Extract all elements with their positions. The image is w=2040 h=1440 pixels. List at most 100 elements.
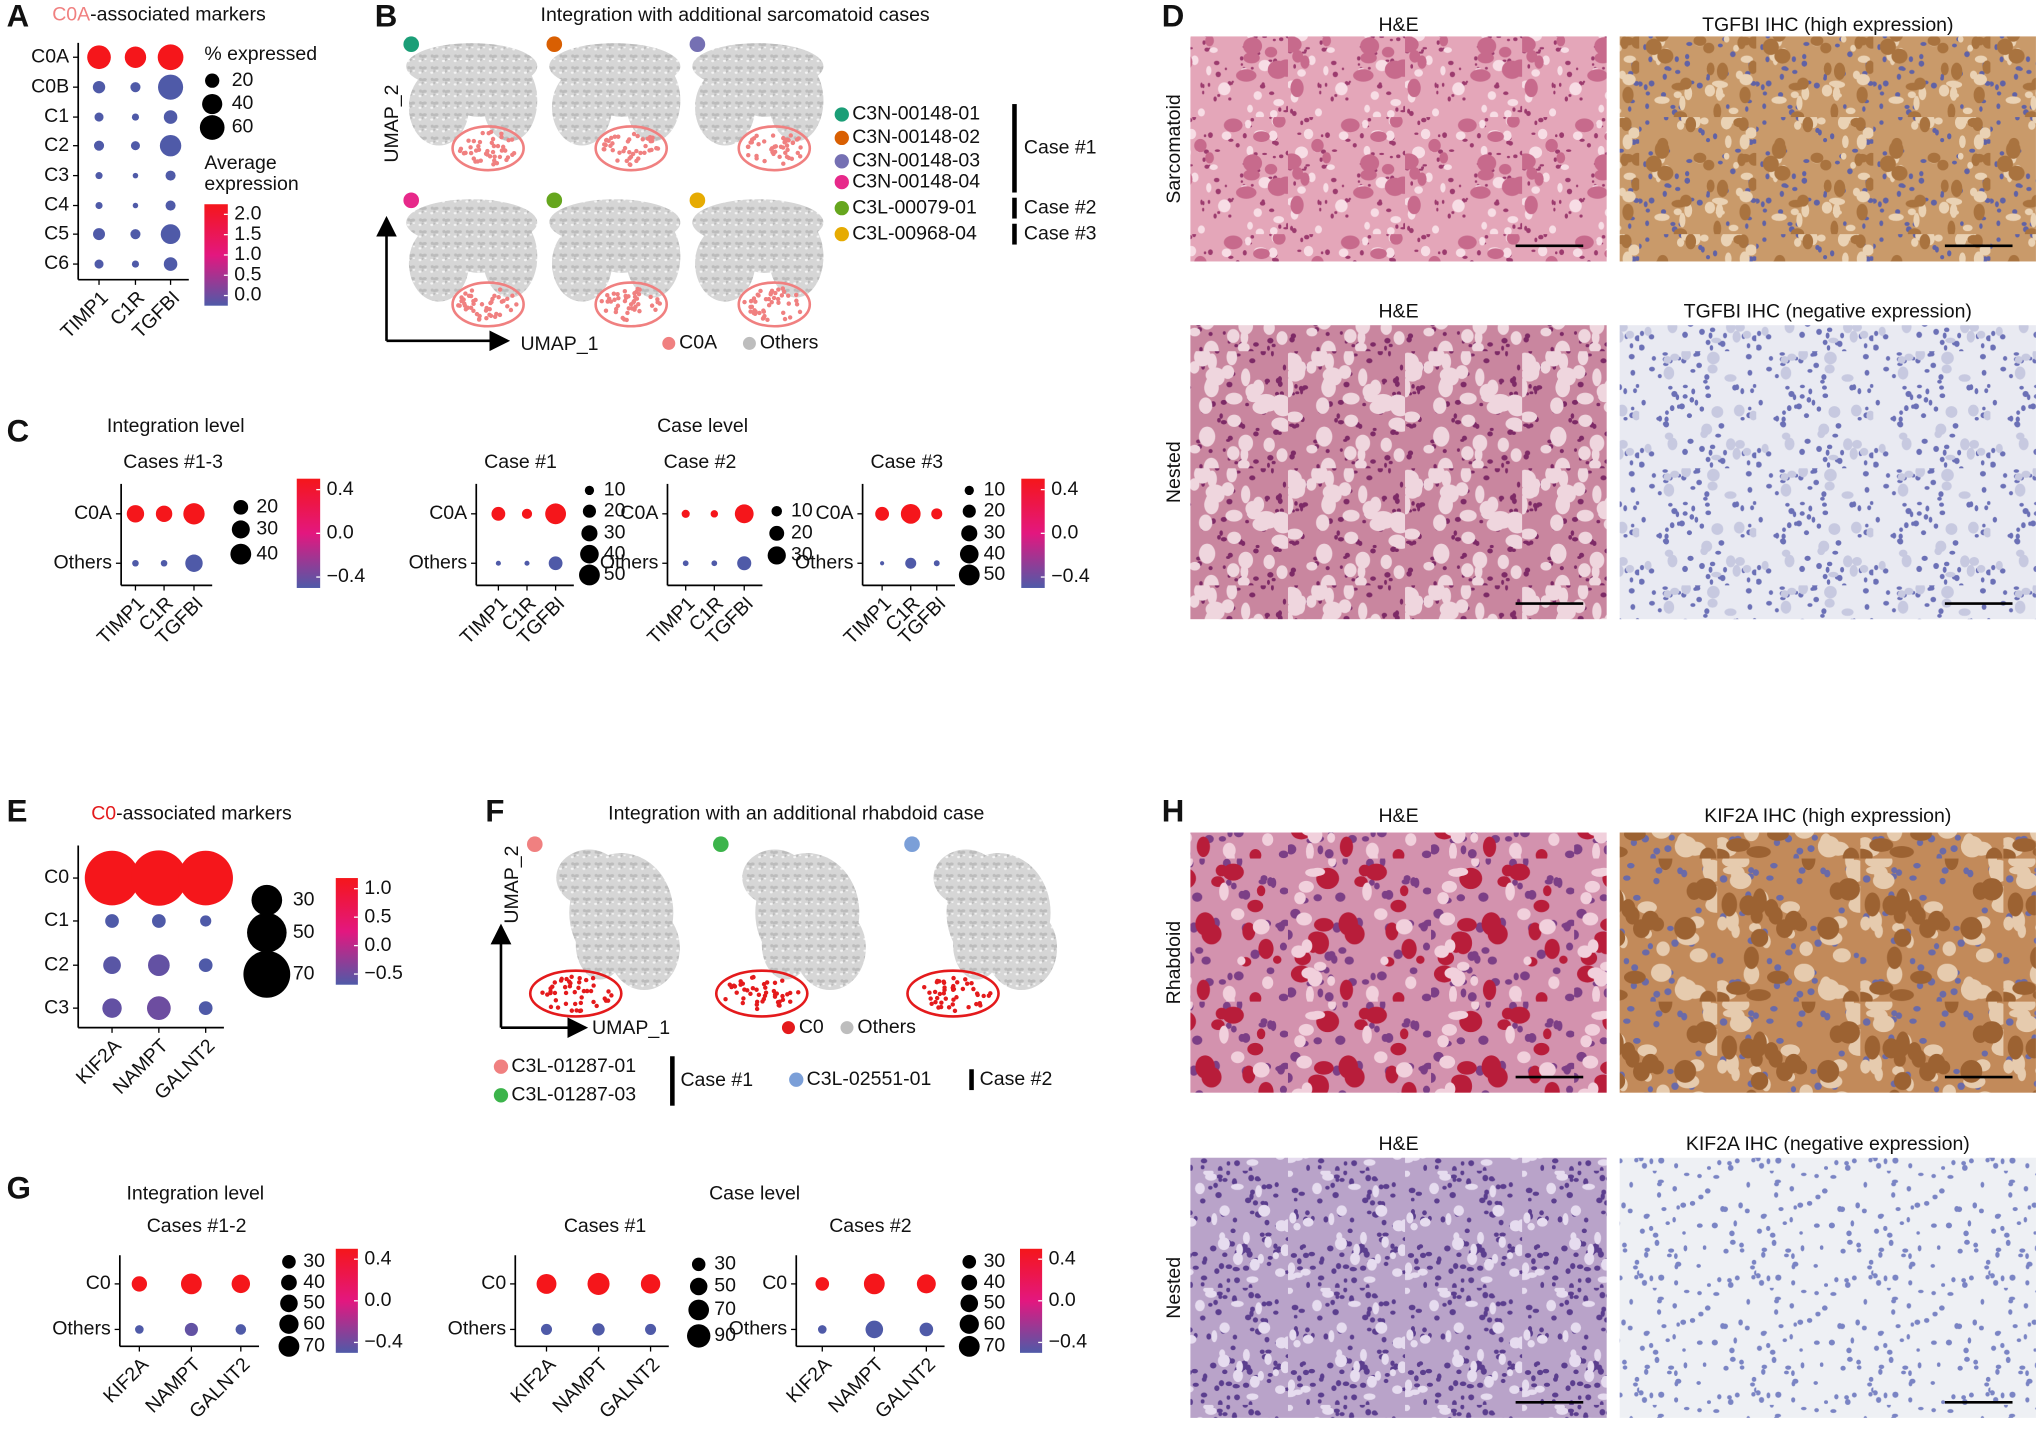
sample-marker bbox=[689, 192, 706, 209]
size-legend-label: 20 bbox=[984, 499, 1006, 521]
umap-highlight-cell bbox=[754, 156, 759, 161]
umap-highlight-cell bbox=[643, 143, 648, 149]
umap-highlight-cell bbox=[981, 993, 986, 999]
color-legend-label: −0.4 bbox=[1051, 565, 1090, 587]
legend-dot bbox=[834, 200, 849, 216]
dot bbox=[734, 504, 754, 524]
plot-title: Case #2 bbox=[664, 451, 737, 473]
dot bbox=[681, 509, 690, 518]
dot bbox=[163, 257, 178, 271]
umap-cells bbox=[625, 59, 681, 142]
size-legend-label: 60 bbox=[984, 1312, 1006, 1334]
umap-highlight-cell bbox=[950, 985, 955, 991]
umap-highlight-cell bbox=[761, 308, 766, 313]
umap-highlight-cell bbox=[490, 149, 496, 155]
umap-highlight-cell bbox=[636, 291, 642, 297]
dot bbox=[200, 915, 212, 927]
size-legend-dot bbox=[581, 525, 598, 542]
size-legend-label: 50 bbox=[604, 563, 626, 585]
umap-highlight-cell bbox=[622, 317, 627, 322]
size-legend-label: 30 bbox=[293, 888, 315, 910]
umap-highlight-cell bbox=[756, 142, 761, 147]
sample-marker bbox=[904, 836, 920, 853]
micrograph bbox=[1190, 36, 1607, 262]
size-legend-label: 50 bbox=[984, 563, 1006, 585]
umap-highlight-cell bbox=[489, 140, 495, 146]
umap-highlight-cell bbox=[631, 298, 637, 304]
dot bbox=[640, 1274, 661, 1294]
umap-highlight-cell bbox=[786, 138, 791, 143]
size-legend-label: 70 bbox=[984, 1334, 1006, 1356]
umap-highlight-cell bbox=[487, 312, 492, 317]
umap-highlight-cell bbox=[626, 294, 631, 299]
dot bbox=[87, 45, 111, 70]
umap-highlight-cell bbox=[738, 982, 743, 987]
dot bbox=[157, 44, 184, 71]
dot bbox=[645, 1323, 657, 1335]
dot bbox=[737, 556, 752, 571]
section-title: Case level bbox=[657, 415, 748, 437]
umap-highlight-cell bbox=[773, 290, 778, 296]
size-legend-dot bbox=[580, 544, 599, 564]
umap-highlight-cell bbox=[633, 304, 638, 309]
legend-dot bbox=[834, 174, 849, 190]
size-legend-label: 10 bbox=[604, 479, 626, 501]
dot bbox=[536, 1273, 557, 1294]
gene-label: TIMP1 bbox=[57, 287, 113, 343]
sample-marker bbox=[403, 192, 420, 209]
umap-highlight-cell bbox=[492, 158, 497, 163]
row-label: Others bbox=[52, 1318, 111, 1340]
umap-highlight-cell bbox=[760, 999, 765, 1004]
umap-highlight-cell bbox=[610, 141, 615, 146]
image-header: TGFBI IHC (high expression) bbox=[1702, 14, 1953, 36]
umap-highlight-cell bbox=[786, 301, 791, 306]
umap-highlight-cell bbox=[476, 143, 481, 149]
sample-marker bbox=[546, 192, 563, 209]
umap-highlight-cell bbox=[461, 297, 466, 302]
size-legend-dot bbox=[961, 525, 978, 542]
size-legend-label: 30 bbox=[256, 518, 278, 540]
umap-highlight-cell bbox=[553, 998, 559, 1003]
umap-highlight-cell bbox=[510, 293, 515, 298]
size-legend-dot bbox=[280, 1294, 298, 1313]
panel-title: Integration with additional sarcomatoid … bbox=[541, 4, 930, 26]
umap-highlight-cell bbox=[606, 989, 611, 994]
size-legend-label: 40 bbox=[303, 1271, 325, 1293]
umap-highlight-cell bbox=[548, 986, 553, 991]
row-label: C1 bbox=[44, 105, 69, 127]
umap-highlight-cell bbox=[762, 993, 768, 999]
dot bbox=[521, 508, 533, 519]
dot bbox=[132, 172, 139, 179]
umap-highlight-cell bbox=[928, 996, 933, 1001]
axis-title: UMAP_2 bbox=[381, 85, 403, 163]
dot bbox=[131, 113, 140, 121]
dot bbox=[103, 956, 121, 975]
umap-highlight-cell bbox=[781, 310, 786, 316]
umap-highlight-cell bbox=[616, 295, 621, 301]
dot bbox=[148, 954, 170, 977]
umap-highlight-cell bbox=[786, 155, 792, 161]
umap-highlight-cell bbox=[734, 990, 739, 995]
umap-highlight-cell bbox=[781, 161, 786, 166]
umap-highlight-cell bbox=[731, 983, 737, 988]
panel-letter: E bbox=[7, 793, 28, 828]
row-label: Others bbox=[54, 551, 113, 573]
umap-highlight-cell bbox=[471, 138, 477, 144]
umap-cells bbox=[768, 59, 824, 142]
dot bbox=[587, 1272, 610, 1295]
size-legend-dot bbox=[964, 485, 974, 496]
panel-letter: G bbox=[7, 1170, 31, 1205]
umap-highlight-cell bbox=[625, 310, 630, 316]
cluster-outline bbox=[714, 969, 809, 1018]
dot bbox=[184, 1322, 198, 1337]
umap-highlight-cell bbox=[605, 998, 611, 1003]
umap-cells bbox=[625, 215, 681, 298]
umap-cells bbox=[768, 215, 824, 298]
umap-highlight-cell bbox=[471, 156, 477, 161]
umap-highlight-cell bbox=[785, 147, 790, 153]
dot bbox=[905, 557, 917, 569]
legend-label: C3N-00148-02 bbox=[852, 126, 980, 148]
size-legend-dot bbox=[205, 73, 220, 88]
row-label: C0A bbox=[74, 502, 112, 524]
color-bar bbox=[204, 204, 228, 306]
